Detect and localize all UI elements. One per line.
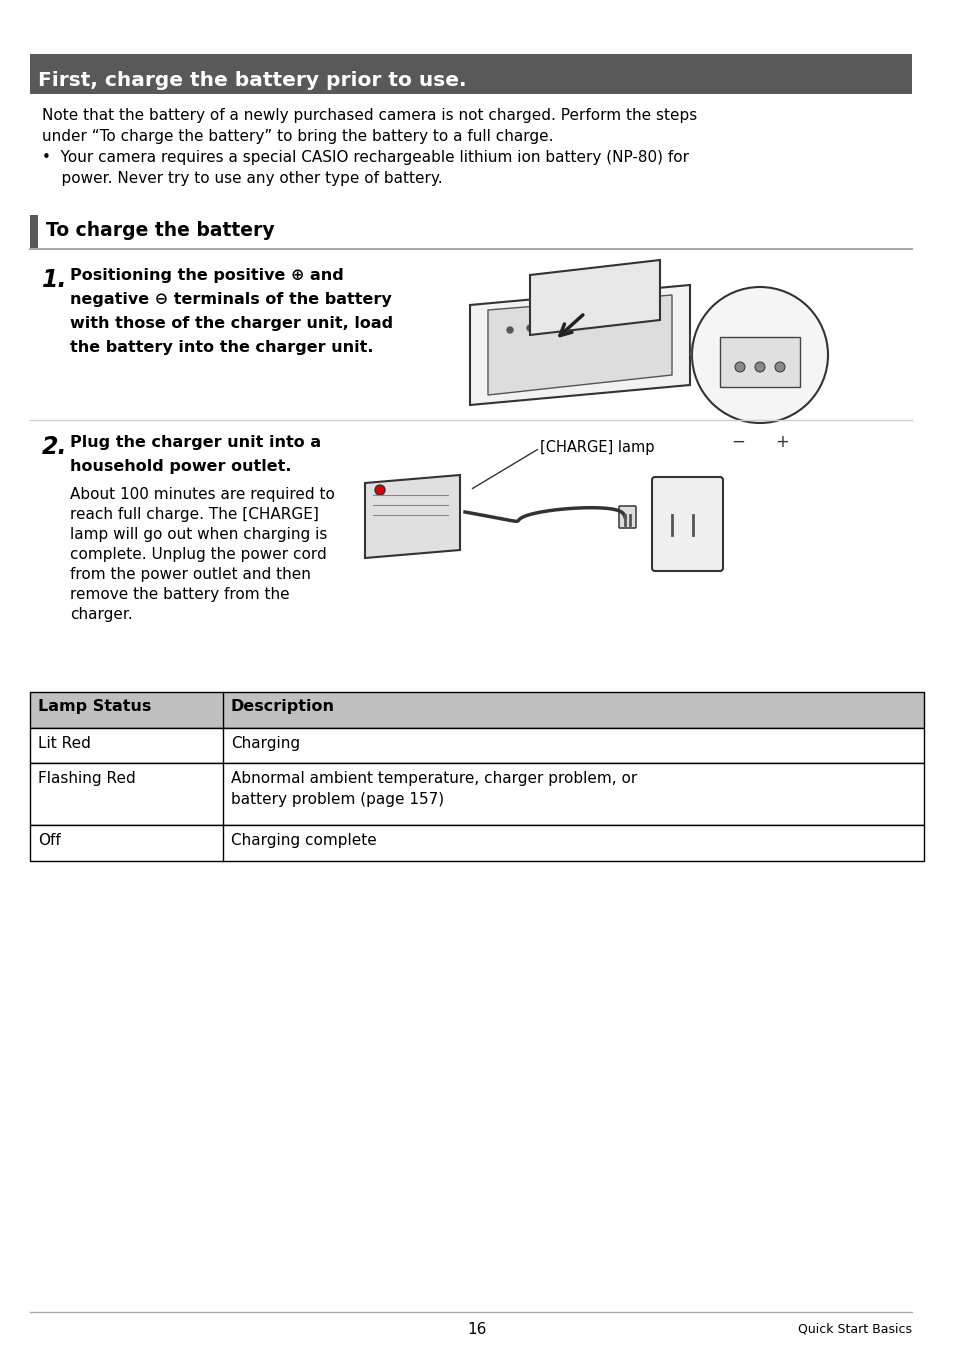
Text: 2.: 2.: [42, 436, 68, 459]
Polygon shape: [488, 294, 671, 395]
Text: 1.: 1.: [42, 267, 68, 292]
Text: About 100 minutes are required to: About 100 minutes are required to: [70, 487, 335, 502]
Text: +: +: [774, 433, 788, 451]
Text: with those of the charger unit, load: with those of the charger unit, load: [70, 316, 393, 331]
Polygon shape: [470, 285, 689, 404]
Circle shape: [754, 362, 764, 372]
Text: Abnormal ambient temperature, charger problem, or: Abnormal ambient temperature, charger pr…: [231, 771, 637, 786]
Text: the battery into the charger unit.: the battery into the charger unit.: [70, 341, 374, 356]
Bar: [720, 337, 800, 387]
FancyBboxPatch shape: [651, 478, 722, 571]
Circle shape: [506, 327, 513, 332]
Text: •  Your camera requires a special CASIO rechargeable lithium ion battery (NP-80): • Your camera requires a special CASIO r…: [42, 151, 688, 166]
Text: Note that the battery of a newly purchased camera is not charged. Perform the st: Note that the battery of a newly purchas…: [42, 109, 697, 123]
Text: Positioning the positive ⊕ and: Positioning the positive ⊕ and: [70, 267, 343, 284]
Bar: [30, 825, 923, 860]
Circle shape: [375, 484, 385, 495]
Text: Off: Off: [38, 833, 61, 848]
Text: To charge the battery: To charge the battery: [46, 221, 274, 240]
Text: power. Never try to use any other type of battery.: power. Never try to use any other type o…: [42, 171, 442, 186]
Circle shape: [526, 324, 533, 331]
Text: −: −: [730, 433, 744, 451]
Text: Quick Start Basics: Quick Start Basics: [797, 1322, 911, 1335]
Text: Description: Description: [231, 699, 335, 714]
Text: Plug the charger unit into a: Plug the charger unit into a: [70, 436, 321, 451]
Text: Flashing Red: Flashing Red: [38, 771, 135, 786]
Text: remove the battery from the: remove the battery from the: [70, 588, 290, 603]
Text: charger.: charger.: [70, 607, 132, 622]
Text: household power outlet.: household power outlet.: [70, 459, 292, 474]
Text: [CHARGE] lamp: [CHARGE] lamp: [539, 440, 654, 455]
Text: lamp will go out when charging is: lamp will go out when charging is: [70, 527, 327, 541]
Bar: [30, 727, 923, 763]
Bar: [30, 763, 923, 825]
Text: Lit Red: Lit Red: [38, 735, 91, 750]
Text: 16: 16: [467, 1322, 486, 1337]
Polygon shape: [530, 261, 659, 335]
FancyBboxPatch shape: [455, 833, 464, 858]
Text: under “To charge the battery” to bring the battery to a full charge.: under “To charge the battery” to bring t…: [42, 129, 553, 144]
Text: from the power outlet and then: from the power outlet and then: [70, 567, 311, 582]
Bar: [30, 214, 38, 248]
Text: negative ⊖ terminals of the battery: negative ⊖ terminals of the battery: [70, 292, 392, 307]
Text: complete. Unplug the power cord: complete. Unplug the power cord: [70, 547, 327, 562]
Circle shape: [774, 362, 784, 372]
Circle shape: [734, 362, 744, 372]
Circle shape: [546, 323, 553, 328]
Text: Charging complete: Charging complete: [231, 833, 376, 848]
Text: reach full charge. The [CHARGE]: reach full charge. The [CHARGE]: [70, 508, 318, 522]
Text: Lamp Status: Lamp Status: [38, 699, 152, 714]
Text: Charging: Charging: [231, 735, 300, 750]
Bar: [30, 54, 911, 94]
Polygon shape: [365, 475, 459, 558]
Bar: [30, 692, 923, 727]
Text: First, charge the battery prior to use.: First, charge the battery prior to use.: [38, 72, 466, 91]
Circle shape: [691, 286, 827, 423]
FancyBboxPatch shape: [618, 506, 636, 528]
Text: battery problem (page 157): battery problem (page 157): [231, 792, 444, 807]
